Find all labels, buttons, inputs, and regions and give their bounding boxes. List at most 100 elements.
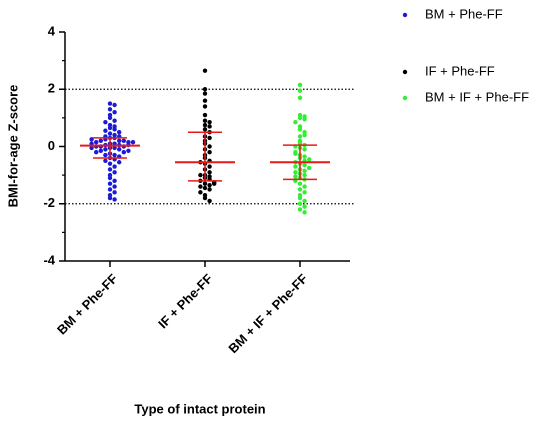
data-point <box>202 122 208 128</box>
data-point <box>112 118 117 123</box>
data-point <box>107 161 113 166</box>
data-point <box>297 95 303 101</box>
legend-marker <box>402 69 408 75</box>
legend-label: BM + Phe-FF <box>425 6 503 21</box>
legend-label: BM + IF + Phe-FF <box>425 89 529 104</box>
data-point <box>112 184 117 189</box>
y-tick-label: -4 <box>43 252 55 267</box>
data-point <box>207 144 212 149</box>
data-point <box>198 172 203 178</box>
data-point <box>293 164 298 169</box>
data-point <box>112 109 117 115</box>
data-point <box>112 190 117 195</box>
data-point <box>302 190 307 195</box>
data-point <box>207 150 212 155</box>
data-point <box>98 148 104 153</box>
data-point <box>307 165 312 171</box>
data-point <box>297 127 303 132</box>
data-point <box>202 91 208 96</box>
data-point <box>112 170 117 175</box>
data-point <box>198 190 203 195</box>
data-point <box>207 182 212 188</box>
data-point <box>103 128 108 133</box>
data-point <box>107 125 113 131</box>
data-point <box>293 151 298 156</box>
data-point <box>302 198 307 204</box>
data-point <box>202 127 208 132</box>
data-point <box>302 147 307 152</box>
data-point <box>293 119 298 125</box>
data-point <box>302 168 307 174</box>
data-point <box>89 145 94 151</box>
data-point <box>103 152 108 158</box>
data-point <box>117 129 122 135</box>
data-point <box>302 184 307 189</box>
data-point <box>112 145 117 151</box>
y-tick-label: -2 <box>43 195 55 210</box>
data-point <box>112 152 117 158</box>
data-point <box>207 187 212 192</box>
data-point <box>202 195 208 201</box>
data-point <box>302 210 307 215</box>
data-point <box>130 140 136 145</box>
data-point <box>94 150 99 155</box>
data-point <box>307 157 312 162</box>
data-point <box>107 167 113 172</box>
data-point <box>202 68 208 73</box>
data-point <box>302 204 307 209</box>
data-point <box>117 147 122 152</box>
x-axis-title: Type of intact protein <box>134 401 265 416</box>
data-point <box>293 170 298 175</box>
data-point <box>117 160 122 165</box>
data-point <box>202 87 208 92</box>
data-point <box>112 197 117 202</box>
y-tick-label: 2 <box>48 81 55 96</box>
data-point <box>202 112 208 118</box>
data-point <box>107 181 113 186</box>
data-point <box>202 104 208 109</box>
data-point <box>202 185 208 191</box>
data-point <box>302 172 307 178</box>
data-point <box>107 107 113 112</box>
data-point <box>302 132 307 138</box>
data-point <box>107 131 113 136</box>
data-point <box>112 127 117 132</box>
data-point <box>94 140 99 145</box>
data-point <box>297 134 303 139</box>
data-point <box>107 175 113 181</box>
data-point <box>107 115 113 121</box>
data-point <box>112 164 117 169</box>
data-point <box>202 98 208 103</box>
data-point <box>103 147 108 152</box>
data-point <box>98 138 104 143</box>
data-point <box>207 135 212 141</box>
data-point <box>107 195 113 201</box>
y-tick-label: 0 <box>48 138 55 153</box>
legend-marker <box>402 12 408 18</box>
x-tick-label: BM + IF + Phe-FF <box>225 271 310 356</box>
data-point <box>297 207 303 212</box>
data-point <box>112 102 117 108</box>
data-point <box>121 150 127 155</box>
y-tick-label: 4 <box>48 23 56 38</box>
data-point <box>103 119 108 125</box>
data-point <box>302 162 307 168</box>
data-point <box>126 148 131 153</box>
data-point <box>121 138 127 143</box>
data-point <box>202 181 208 186</box>
data-point <box>297 195 303 201</box>
data-point <box>207 198 212 204</box>
data-point <box>198 184 203 189</box>
data-point <box>207 124 212 129</box>
data-point <box>207 170 212 175</box>
x-tick-label: IF + Phe-FF <box>155 271 215 331</box>
data-point <box>297 88 303 93</box>
data-point <box>302 154 307 159</box>
data-point <box>297 115 303 121</box>
data-point <box>297 201 303 206</box>
data-point <box>293 174 298 179</box>
data-point <box>297 187 303 192</box>
data-point <box>207 164 212 169</box>
